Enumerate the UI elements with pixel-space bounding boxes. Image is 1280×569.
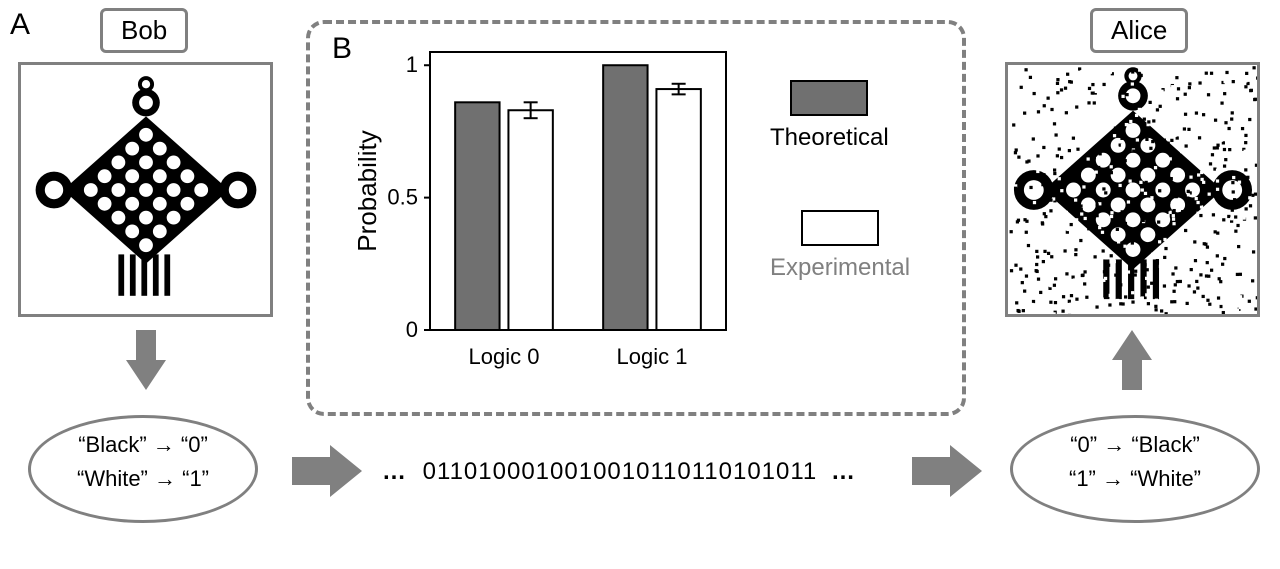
bob-rule-1: “Black” → “0” <box>51 428 235 462</box>
legend-theoretical: Theoretical <box>770 80 889 152</box>
legend-experimental: Experimental <box>770 210 910 282</box>
arrow-bits-to-decoding <box>912 445 982 502</box>
svg-text:1: 1 <box>406 52 418 77</box>
bob-image-frame <box>18 62 273 317</box>
alice-rule-1: “0” → “Black” <box>1033 428 1237 462</box>
arrow-encoding-to-bits <box>292 445 362 502</box>
bitstream-text: … 0110100010010010110110101011 … <box>382 458 858 486</box>
noisy-knot-icon <box>1009 66 1257 314</box>
panel-label-a: A <box>10 8 30 42</box>
alice-image-frame <box>1005 62 1260 317</box>
chinese-knot-icon <box>31 75 261 305</box>
alice-decoding-rule: “0” → “Black” “1” → “White” <box>1010 415 1260 523</box>
svg-text:Probability: Probability <box>358 130 382 251</box>
alice-name-box: Alice <box>1090 8 1188 53</box>
svg-text:Logic 1: Logic 1 <box>617 344 688 369</box>
bob-rule-2: “White” → “1” <box>51 462 235 496</box>
legend-label-experimental: Experimental <box>770 254 910 282</box>
svg-text:0.5: 0.5 <box>387 185 418 210</box>
bitstream-leading-dots: … <box>382 458 409 485</box>
legend-label-theoretical: Theoretical <box>770 124 889 152</box>
legend-swatch-experimental <box>801 210 879 246</box>
svg-text:0: 0 <box>406 317 418 342</box>
arrow-decoding-to-alice <box>1112 330 1152 395</box>
arrow-bob-to-encoding <box>126 330 166 395</box>
legend-swatch-theoretical <box>790 80 868 116</box>
bob-name-box: Bob <box>100 8 188 53</box>
probability-bar-chart: 0 0.5 1 Probability Logic 0 Logic 1 <box>358 40 736 378</box>
bob-encoding-rule: “Black” → “0” “White” → “1” <box>28 415 258 523</box>
panel-label-b: B <box>332 32 352 66</box>
bitstream-trailing-dots: … <box>831 458 858 485</box>
bob-name: Bob <box>121 15 167 45</box>
svg-text:Logic 0: Logic 0 <box>469 344 540 369</box>
alice-rule-2: “1” → “White” <box>1033 462 1237 496</box>
alice-name: Alice <box>1111 15 1167 45</box>
bitstream-bits: 0110100010010010110110101011 <box>423 458 818 485</box>
